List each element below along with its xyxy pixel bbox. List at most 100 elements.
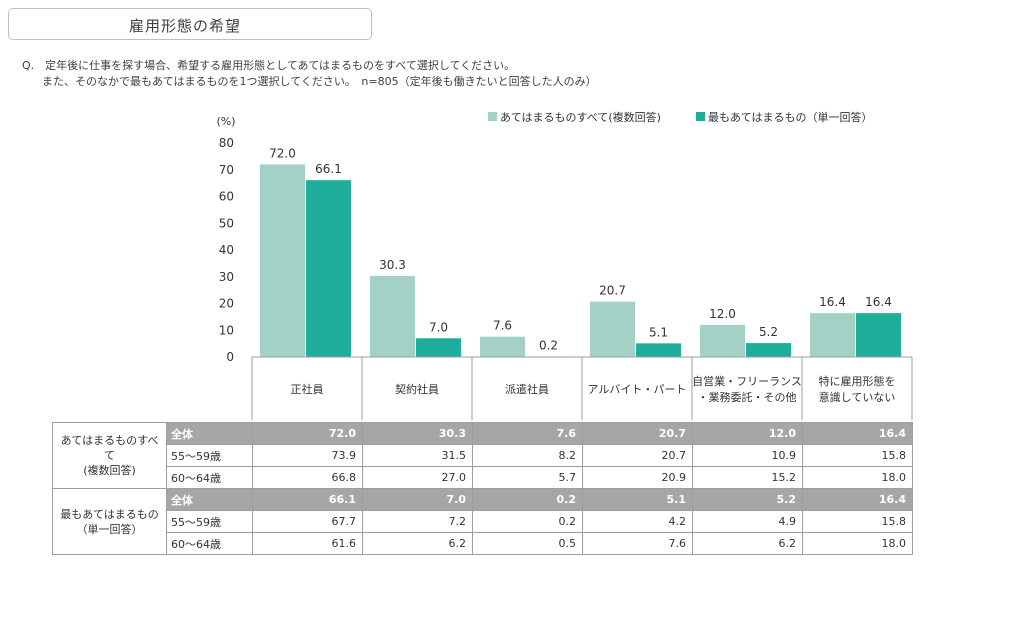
bar <box>416 338 461 357</box>
bar <box>856 313 901 357</box>
table-cell: 7.6 <box>472 422 583 445</box>
y-tick-label: 10 <box>219 323 234 337</box>
table-row: 60～64歳 66.8 27.0 5.7 20.9 15.2 18.0 <box>53 466 913 489</box>
legend-label: あてはまるものすべて(複数回答) <box>500 110 661 124</box>
category-label: 正社員 <box>291 382 324 396</box>
table-cell: 5.2 <box>692 488 803 511</box>
category-label: 特に雇用形態を <box>819 374 896 388</box>
y-tick-label: 0 <box>226 350 234 364</box>
legend-swatch <box>696 112 705 121</box>
table-row: あてはまるものすべて (複数回答) 全体 72.0 30.3 7.6 20.7 12.0 16.… <box>52 422 913 489</box>
row-group-label-line: （単一回答） <box>76 522 143 536</box>
data-table: あてはまるものすべて (複数回答) 全体 72.0 30.3 7.6 20.7 12.0 16.… <box>52 422 913 555</box>
bar <box>260 164 305 357</box>
data-label: 7.6 <box>493 319 512 333</box>
table-cell: 72.0 <box>252 422 363 445</box>
bar <box>746 343 791 357</box>
legend-swatch <box>488 112 497 121</box>
table-cell: 7.2 <box>362 510 473 533</box>
bar <box>810 313 855 357</box>
table-cell: 73.9 <box>252 444 363 467</box>
table-cell: 6.2 <box>692 532 803 555</box>
table-cell: 4.9 <box>692 510 803 533</box>
category-label: 自営業・フリーランス <box>692 374 802 388</box>
data-label: 0.2 <box>539 338 558 352</box>
bar <box>480 336 525 357</box>
table-cell: 0.2 <box>472 510 583 533</box>
table-cell: 20.9 <box>582 466 693 489</box>
table-cell: 8.2 <box>472 444 583 467</box>
row-label: 全体 <box>166 488 253 511</box>
bar <box>636 343 681 357</box>
table-cell: 16.4 <box>802 488 913 511</box>
table-cell: 15.8 <box>802 510 913 533</box>
table-cell: 31.5 <box>362 444 473 467</box>
page-title: 雇用形態の希望 <box>129 17 242 35</box>
bar-chart: (%) 0 10 20 30 40 50 60 70 80 72.0 30.3 7.6 20.7 12.0 1… <box>216 110 913 420</box>
y-tick-label: 30 <box>219 270 234 284</box>
bar <box>370 275 415 357</box>
category-label: アルバイト・パート <box>588 383 687 396</box>
table-cell: 18.0 <box>802 466 913 489</box>
table-cell: 12.0 <box>692 422 803 445</box>
data-label: 16.4 <box>819 295 846 309</box>
table-cell: 18.0 <box>802 532 913 555</box>
y-tick-label: 70 <box>219 163 234 177</box>
table-cell: 5.7 <box>472 466 583 489</box>
data-label: 72.0 <box>269 146 296 160</box>
data-label: 16.4 <box>865 295 892 309</box>
bar <box>306 180 351 357</box>
data-label: 30.3 <box>379 258 406 272</box>
y-tick-label: 80 <box>219 136 234 150</box>
row-label: 55～59歳 <box>166 510 253 533</box>
row-group-label-line: (複数回答) <box>83 464 136 477</box>
legend-label: 最もあてはまるもの（単一回答） <box>708 110 873 124</box>
table-row: 55～59歳 67.7 7.2 0.2 4.2 4.9 15.8 <box>53 510 913 533</box>
category-label: ・業務委託・その他 <box>698 390 797 404</box>
table-cell: 66.8 <box>252 466 363 489</box>
table-row: 60～64歳 61.6 6.2 0.5 7.6 6.2 18.0 <box>53 532 913 555</box>
bar <box>700 324 745 357</box>
table-cell: 27.0 <box>362 466 473 489</box>
question-line-1: Q. 定年後に仕事を探す場合、希望する雇用形態としてあてはまるものをすべて選択し… <box>22 59 516 72</box>
table-cell: 66.1 <box>252 488 363 511</box>
category-label: 意識していない <box>819 390 896 404</box>
bar <box>590 301 635 357</box>
row-group-label-line: あてはまるものすべて <box>60 434 159 462</box>
table-cell: 7.0 <box>362 488 473 511</box>
table-cell: 20.7 <box>582 422 693 445</box>
y-tick-label: 50 <box>219 216 234 230</box>
data-label: 5.1 <box>649 325 668 339</box>
data-label: 7.0 <box>429 320 448 334</box>
data-label: 5.2 <box>759 325 778 339</box>
data-label: 20.7 <box>599 284 626 298</box>
title-box: 雇用形態の希望 <box>8 8 372 40</box>
table-cell: 16.4 <box>802 422 913 445</box>
row-label: 55～59歳 <box>166 444 253 467</box>
row-label: 60～64歳 <box>166 532 253 555</box>
data-label: 66.1 <box>315 162 342 176</box>
unit-label: (%) <box>216 115 235 128</box>
data-label: 12.0 <box>709 307 736 321</box>
table-cell: 10.9 <box>692 444 803 467</box>
table-cell: 0.2 <box>472 488 583 511</box>
table-cell: 6.2 <box>362 532 473 555</box>
question-text: Q. 定年後に仕事を探す場合、希望する雇用形態としてあてはまるものをすべて選択し… <box>22 58 597 90</box>
row-label: 60～64歳 <box>166 466 253 489</box>
question-line-2: また、そのなかで最もあてはまるものを1つ選択してください。 n=805（定年後も… <box>42 75 597 88</box>
category-label: 契約社員 <box>395 382 439 396</box>
table-cell: 5.1 <box>582 488 693 511</box>
table-cell: 0.5 <box>472 532 583 555</box>
row-label: 全体 <box>166 422 253 445</box>
y-tick-label: 60 <box>219 190 234 204</box>
table-cell: 7.6 <box>582 532 693 555</box>
table-row: 最もあてはまるもの （単一回答） 全体 66.1 7.0 0.2 5.1 5.2 16.4 <box>52 488 913 555</box>
table-cell: 61.6 <box>252 532 363 555</box>
table-cell: 20.7 <box>582 444 693 467</box>
table-cell: 67.7 <box>252 510 363 533</box>
table-row: 55～59歳 73.9 31.5 8.2 20.7 10.9 15.8 <box>53 444 913 467</box>
table-cell: 15.8 <box>802 444 913 467</box>
row-group-label: 最もあてはまるもの （単一回答） <box>52 488 167 555</box>
y-tick-label: 20 <box>219 297 234 311</box>
table-cell: 4.2 <box>582 510 693 533</box>
